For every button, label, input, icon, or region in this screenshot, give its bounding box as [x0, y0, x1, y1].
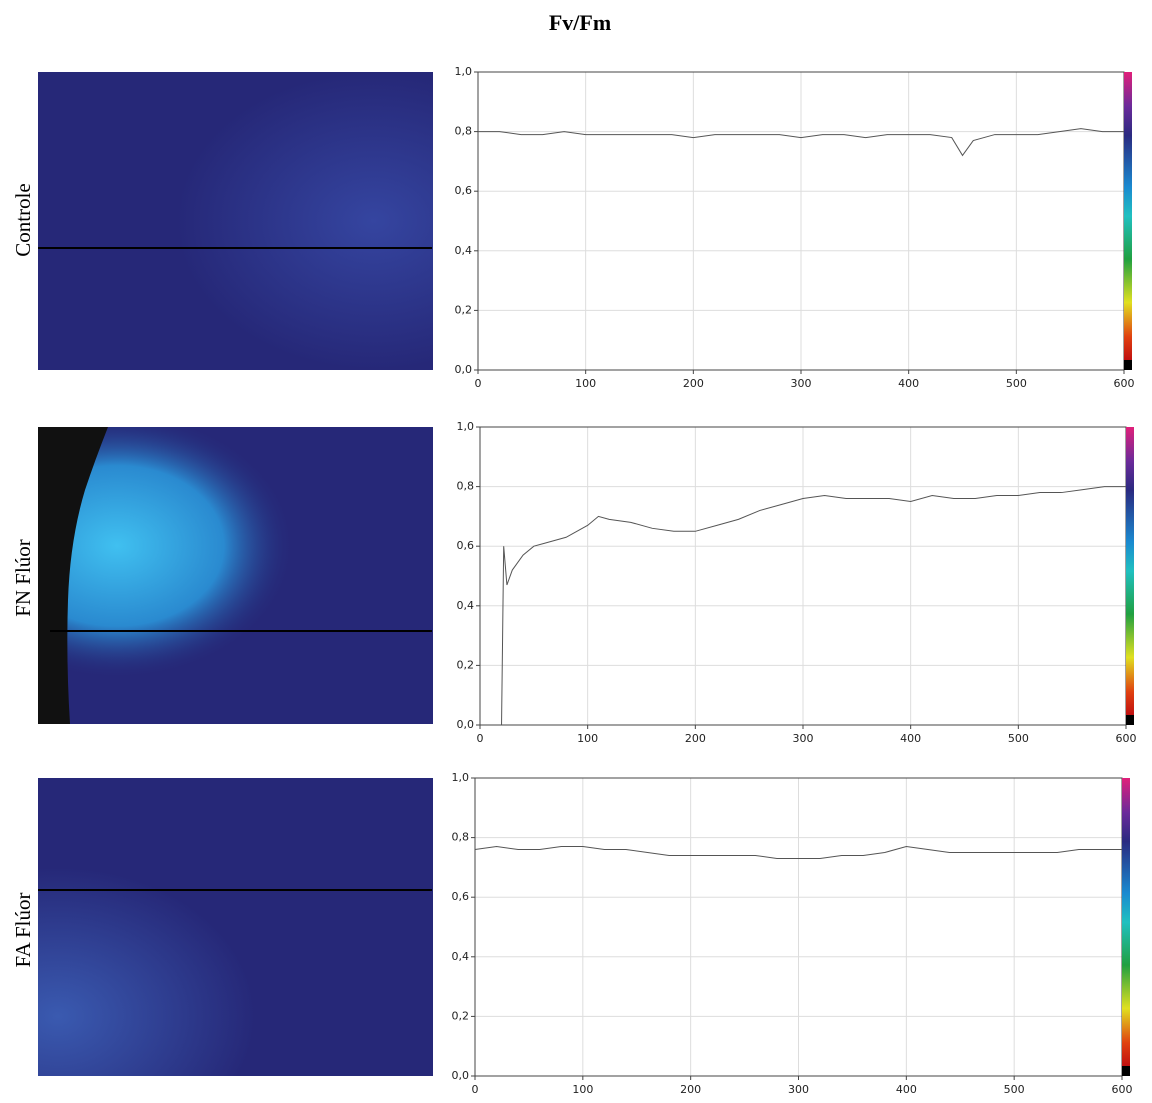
x-tick-label: 400 — [898, 377, 919, 390]
y-tick-label: 0,0 — [455, 363, 473, 376]
x-tick-label: 300 — [788, 1083, 809, 1096]
dark-region — [38, 427, 108, 724]
x-tick-label: 300 — [793, 732, 814, 745]
y-tick-label: 0,0 — [452, 1069, 470, 1082]
row-label: Controle — [11, 183, 35, 257]
row-label: FA Flúor — [11, 893, 35, 968]
x-tick-label: 0 — [472, 1083, 479, 1096]
y-tick-label: 1,0 — [452, 771, 470, 784]
figure-title: Fv/Fm — [549, 10, 611, 35]
y-tick-label: 1,0 — [455, 65, 473, 78]
x-tick-label: 0 — [477, 732, 484, 745]
y-tick-label: 0,2 — [455, 303, 473, 316]
fluorescence-image — [38, 427, 433, 724]
x-tick-label: 100 — [575, 377, 596, 390]
y-tick-label: 0,4 — [457, 599, 475, 612]
color-scale — [1124, 360, 1132, 370]
data-line — [478, 128, 1124, 157]
x-tick-label: 500 — [1006, 377, 1027, 390]
y-tick-label: 0,6 — [455, 184, 473, 197]
x-tick-label: 200 — [685, 732, 706, 745]
y-tick-label: 0,0 — [457, 718, 475, 731]
y-tick-label: 0,4 — [455, 244, 473, 257]
y-tick-label: 0,2 — [452, 1009, 470, 1022]
y-tick-label: 0,8 — [455, 125, 473, 138]
x-tick-label: 600 — [1112, 1083, 1133, 1096]
x-tick-label: 100 — [572, 1083, 593, 1096]
color-scale — [1126, 427, 1134, 715]
data-line — [501, 486, 1126, 726]
y-tick-label: 0,8 — [457, 480, 475, 493]
y-tick-label: 0,8 — [452, 831, 470, 844]
x-tick-label: 400 — [900, 732, 921, 745]
x-tick-label: 400 — [896, 1083, 917, 1096]
x-tick-label: 500 — [1008, 732, 1029, 745]
color-scale — [1122, 778, 1130, 1066]
fluorescence-image — [38, 778, 433, 1076]
y-tick-label: 0,6 — [457, 539, 475, 552]
x-tick-label: 500 — [1004, 1083, 1025, 1096]
y-tick-label: 0,6 — [452, 890, 470, 903]
y-tick-label: 0,4 — [452, 950, 470, 963]
x-tick-label: 300 — [791, 377, 812, 390]
x-tick-label: 100 — [577, 732, 598, 745]
x-tick-label: 200 — [680, 1083, 701, 1096]
x-tick-label: 0 — [475, 377, 482, 390]
color-scale — [1122, 1066, 1130, 1076]
y-tick-label: 1,0 — [457, 420, 475, 433]
x-tick-label: 600 — [1114, 377, 1135, 390]
fluorescence-image — [38, 72, 433, 370]
color-scale — [1126, 715, 1134, 725]
y-tick-label: 0,2 — [457, 658, 475, 671]
x-tick-label: 600 — [1116, 732, 1137, 745]
color-scale — [1124, 72, 1132, 360]
row-label: FN Flúor — [11, 539, 35, 617]
x-tick-label: 200 — [683, 377, 704, 390]
data-line — [474, 846, 1122, 859]
